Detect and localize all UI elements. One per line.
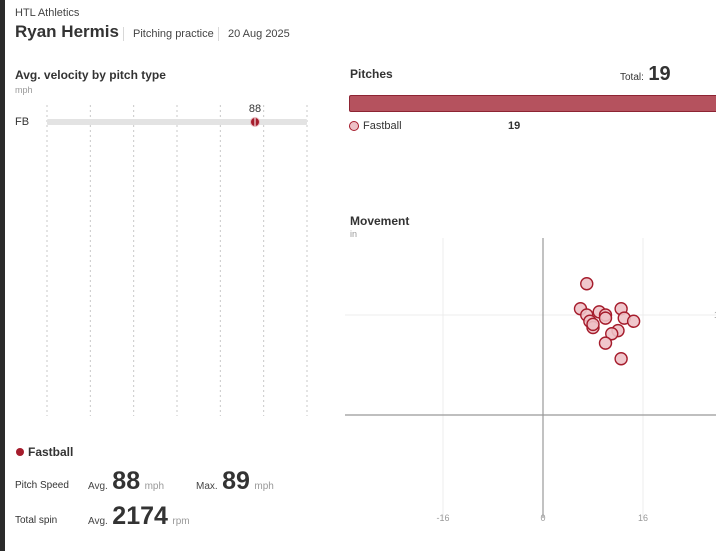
movement-unit: in: [350, 229, 358, 239]
total-spin-label: Total spin: [15, 515, 58, 526]
pitches-title: Pitches: [350, 67, 393, 81]
movement-point: [605, 327, 619, 341]
speed-max-value: 89: [222, 467, 250, 495]
speed-max: Max. 89 mph: [196, 467, 274, 496]
movement-y-tick: 16: [714, 310, 716, 320]
fastball-summary-title: Fastball: [28, 445, 74, 459]
velocity-unit: mph: [15, 85, 33, 95]
spin-avg-unit: rpm: [172, 516, 190, 527]
total-value: 19: [648, 63, 671, 85]
speed-avg-unit: mph: [144, 481, 165, 492]
pitch-share-bar: [349, 95, 716, 112]
movement-point: [598, 311, 613, 325]
speed-avg-label: Avg.: [88, 481, 108, 492]
session-date: 20 Aug 2025: [228, 28, 290, 40]
fastball-summary-dot: [16, 448, 24, 456]
fastball-legend-count: 19: [508, 120, 521, 132]
movement-point: [614, 352, 628, 366]
window-left-border: [0, 0, 5, 551]
velocity-track: [47, 119, 307, 125]
pitches-total: Total: 19: [620, 63, 671, 86]
velocity-title: Avg. velocity by pitch type: [15, 68, 166, 82]
total-label: Total:: [620, 72, 644, 83]
speed-max-unit: mph: [254, 481, 274, 492]
movement-point: [626, 314, 641, 328]
movement-chart: -16 0 16 16: [345, 238, 716, 523]
movement-x-tick: -16: [436, 513, 449, 523]
movement-point: [586, 317, 600, 332]
velocity-row-label: FB: [15, 116, 30, 128]
fastball-legend-dot: [349, 121, 359, 131]
fastball-legend-label: Fastball: [363, 120, 402, 132]
speed-avg: Avg. 88 mph: [88, 467, 164, 496]
speed-avg-value: 88: [112, 467, 141, 495]
speed-max-label: Max.: [196, 481, 218, 492]
header-divider: [218, 27, 219, 41]
velocity-chart: 88: [46, 103, 308, 416]
velocity-value-label: 88: [249, 103, 261, 115]
session-type: Pitching practice: [133, 28, 214, 40]
org-name: HTL Athletics: [15, 7, 80, 19]
pitch-speed-label: Pitch Speed: [15, 480, 69, 491]
spin-avg: Avg. 2174 rpm: [88, 502, 190, 531]
header-divider: [123, 27, 124, 41]
movement-x-tick: 16: [638, 513, 648, 523]
movement-point: [598, 336, 613, 350]
movement-point: [580, 277, 594, 291]
player-name: Ryan Hermis: [15, 22, 119, 41]
spin-avg-value: 2174: [112, 502, 168, 530]
movement-x-tick: 0: [540, 513, 545, 523]
spin-avg-label: Avg.: [88, 516, 108, 527]
movement-title: Movement: [350, 214, 410, 228]
